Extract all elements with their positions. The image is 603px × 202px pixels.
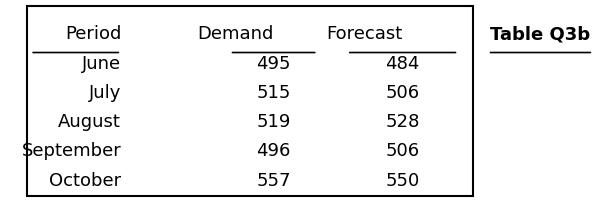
Text: Forecast: Forecast <box>326 25 403 43</box>
Text: 528: 528 <box>385 113 420 131</box>
Text: Period: Period <box>65 25 121 43</box>
Text: 550: 550 <box>385 172 420 190</box>
Text: Table Q3b: Table Q3b <box>490 25 590 43</box>
Text: September: September <box>22 142 121 161</box>
Text: August: August <box>58 113 121 131</box>
FancyBboxPatch shape <box>27 6 473 196</box>
Text: 557: 557 <box>256 172 291 190</box>
Text: July: July <box>89 84 121 102</box>
Text: Demand: Demand <box>197 25 274 43</box>
Text: 515: 515 <box>256 84 291 102</box>
Text: 519: 519 <box>256 113 291 131</box>
Text: 484: 484 <box>385 55 420 73</box>
Text: October: October <box>49 172 121 190</box>
Text: 496: 496 <box>256 142 291 161</box>
Text: 495: 495 <box>256 55 291 73</box>
Text: 506: 506 <box>385 142 420 161</box>
Text: 506: 506 <box>385 84 420 102</box>
Text: June: June <box>82 55 121 73</box>
